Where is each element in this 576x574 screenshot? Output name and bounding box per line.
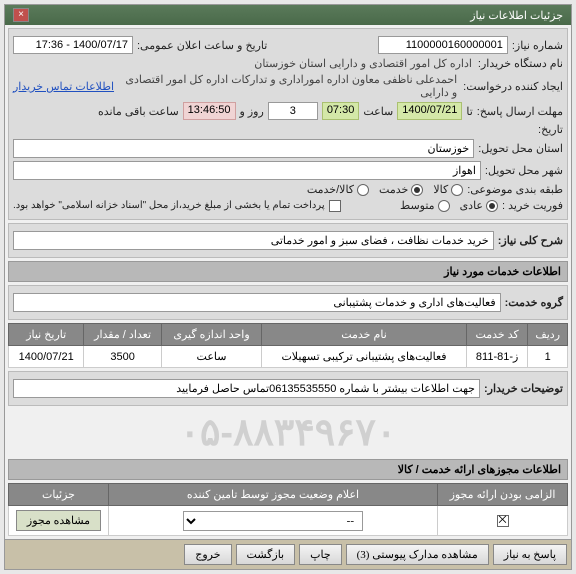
requester-label: ایجاد کننده درخواست: [463, 80, 563, 93]
cell-date: 1400/07/21 [9, 346, 84, 368]
cell-unit: ساعت [161, 346, 261, 368]
view-permit-button[interactable]: مشاهده مجوز [16, 510, 101, 531]
urgency-radio-group: عادی متوسط [400, 199, 498, 212]
window-title: جزئیات اطلاعات نیاز [470, 9, 563, 22]
category-label: طبقه بندی موضوعی: [467, 183, 563, 196]
treasury-note: پرداخت تمام یا بخشی از مبلغ خرید،از محل … [13, 200, 325, 211]
province-label: استان محل تحویل: [478, 142, 563, 155]
days-label: روز و [240, 105, 264, 118]
announce-date-value: 1400/07/17 - 17:36 [13, 36, 133, 54]
desc-value: خرید خدمات نظافت ، فضای سبز و امور خدمات… [13, 231, 494, 250]
niaz-num-value: 1100000160000001 [378, 36, 508, 54]
service-group-value: فعالیت‌های اداری و خدمات پشتیبانی [13, 293, 501, 312]
desc-section: شرح کلی نیاز: خرید خدمات نظافت ، فضای سب… [8, 223, 568, 258]
details-cell: مشاهده مجوز [9, 506, 109, 536]
col-row: ردیف [528, 324, 568, 346]
permits-header-row: الزامی بودن ارائه مجوز اعلام وضعیت مجوز … [9, 484, 568, 506]
view-docs-button[interactable]: مشاهده مدارک پیوستی (3) [346, 544, 489, 565]
remain-label: ساعت باقی مانده [98, 105, 179, 118]
permits-header: اطلاعات مجوزهای ارائه خدمت / کالا [8, 459, 568, 480]
deadline-days: 3 [268, 102, 318, 120]
buyer-note-value: جهت اطلاعات بیشتر با شماره 06135535550تم… [13, 379, 480, 398]
radio-kala-khadmat[interactable] [357, 184, 369, 196]
status-cell: -- [109, 506, 438, 536]
col-unit: واحد اندازه گیری [161, 324, 261, 346]
radio-khadmat[interactable] [411, 184, 423, 196]
mandatory-cell: ⨉ [438, 506, 568, 536]
radio-normal[interactable] [486, 200, 498, 212]
buyer-org-label: نام دستگاه خریدار: [478, 57, 563, 70]
buyer-note-section: توضیحات خریدار: جهت اطلاعات بیشتر با شما… [8, 371, 568, 406]
time-label: ساعت [363, 105, 393, 118]
radio-kala[interactable] [451, 184, 463, 196]
watermark: ۰۵-۸۸۳۴۹۶۷۰ [5, 410, 571, 455]
services-table: ردیف کد خدمت نام خدمت واحد اندازه گیری ت… [8, 323, 568, 368]
col-qty: تعداد / مقدار [84, 324, 161, 346]
permits-row: ⨉ -- مشاهده مجوز [9, 506, 568, 536]
back-button[interactable]: بازگشت [236, 544, 296, 565]
main-window: جزئیات اطلاعات نیاز × شماره نیاز: 110000… [4, 4, 572, 570]
status-select[interactable]: -- [183, 511, 363, 531]
col-details: جزئیات [9, 484, 109, 506]
close-icon[interactable]: × [13, 8, 29, 22]
mandatory-checkbox: ⨉ [497, 515, 509, 527]
col-date: تاریخ نیاز [9, 324, 84, 346]
col-mandatory: الزامی بودن ارائه مجوز [438, 484, 568, 506]
requester-value: احمدعلی ناظفی معاون اداره اموراداری و تد… [118, 73, 459, 99]
footer-bar: پاسخ به نیاز مشاهده مدارک پیوستی (3) چاپ… [5, 539, 571, 569]
exit-button[interactable]: خروج [184, 544, 231, 565]
title-bar: جزئیات اطلاعات نیاز × [5, 5, 571, 25]
deadline-label: مهلت ارسال پاسخ: [477, 105, 563, 118]
cell-name: فعالیت‌های پشتیبانی ترکیبی تسهیلات [262, 346, 467, 368]
contact-link[interactable]: اطلاعات تماس خریدار [13, 80, 114, 93]
deadline-remaining: 13:46:50 [183, 102, 236, 120]
desc-label: شرح کلی نیاز: [498, 234, 563, 247]
deadline-time: 07:30 [322, 102, 360, 120]
service-group-section: گروه خدمت: فعالیت‌های اداری و خدمات پشتی… [8, 285, 568, 320]
col-name: نام خدمت [262, 324, 467, 346]
print-button[interactable]: چاپ [299, 544, 342, 565]
reply-button[interactable]: پاسخ به نیاز [493, 544, 567, 565]
service-group-label: گروه خدمت: [505, 296, 563, 309]
buyer-note-label: توضیحات خریدار: [484, 382, 563, 395]
cell-code: ز-81-811 [466, 346, 528, 368]
top-section: شماره نیاز: 1100000160000001 تاریخ و ساع… [8, 28, 568, 220]
province-value: خوزستان [13, 139, 474, 158]
city-value: اهواز [13, 161, 481, 180]
announce-date-label: تاریخ و ساعت اعلان عمومی: [137, 39, 267, 52]
urgency-label: فوریت خرید : [502, 199, 563, 212]
services-header: اطلاعات خدمات مورد نیاز [8, 261, 568, 282]
col-code: کد خدمت [466, 324, 528, 346]
table-row: 1 ز-81-811 فعالیت‌های پشتیبانی ترکیبی تس… [9, 346, 568, 368]
treasury-checkbox[interactable] [329, 200, 341, 212]
cell-qty: 3500 [84, 346, 161, 368]
col-status: اعلام وضعیت مجوز توسط تامین کننده [109, 484, 438, 506]
niaz-num-label: شماره نیاز: [512, 39, 563, 52]
city-label: شهر محل تحویل: [485, 164, 563, 177]
permits-table: الزامی بودن ارائه مجوز اعلام وضعیت مجوز … [8, 483, 568, 536]
cell-n: 1 [528, 346, 568, 368]
deadline-date: 1400/07/21 [397, 102, 462, 120]
radio-medium[interactable] [438, 200, 450, 212]
table-header-row: ردیف کد خدمت نام خدمت واحد اندازه گیری ت… [9, 324, 568, 346]
until-label: تا [466, 105, 472, 118]
tarikh-label: تاریخ: [538, 123, 563, 136]
category-radio-group: کالا خدمت کالا/خدمت [307, 183, 463, 196]
buyer-org-value: اداره کل امور اقتصادی و دارایی استان خوز… [252, 57, 474, 70]
